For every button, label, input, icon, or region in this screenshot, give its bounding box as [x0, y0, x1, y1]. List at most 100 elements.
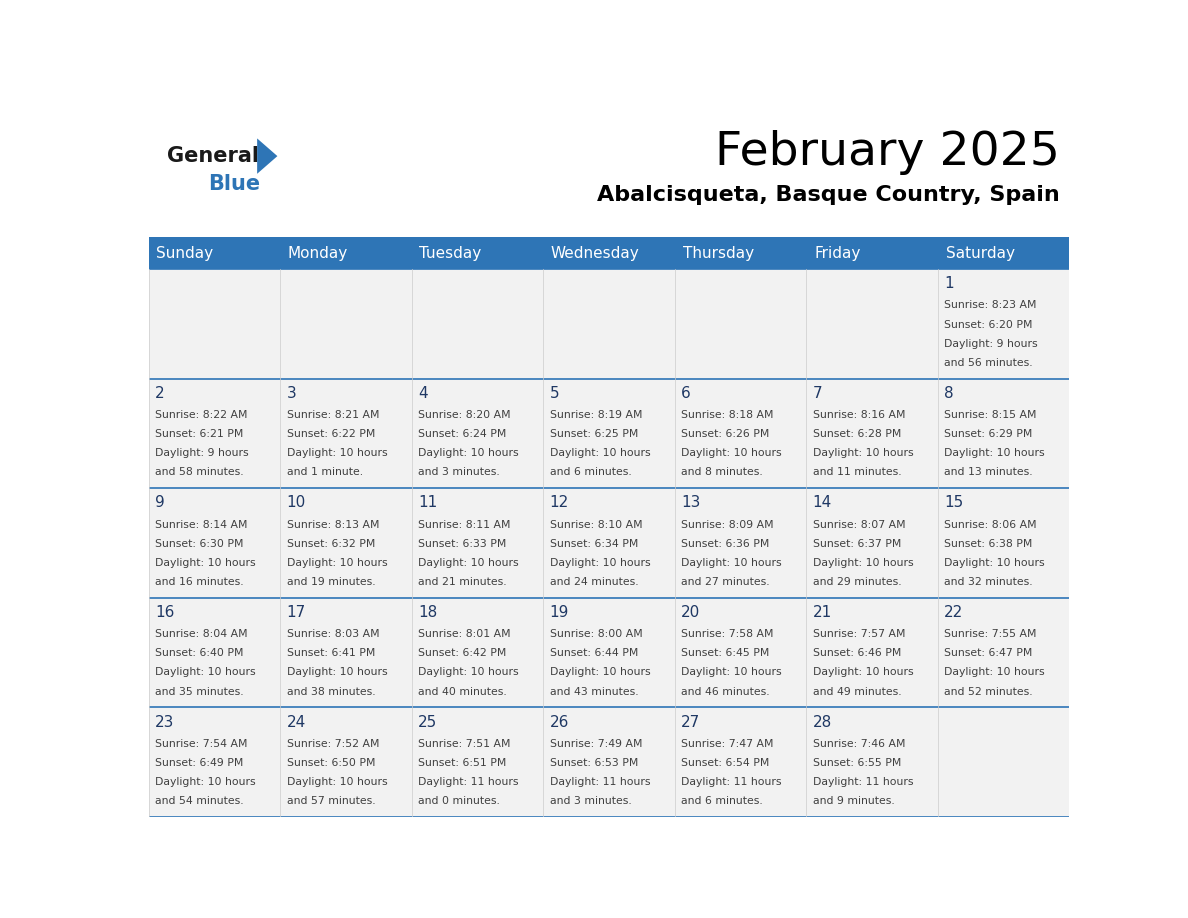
- Text: Sunset: 6:24 PM: Sunset: 6:24 PM: [418, 429, 506, 439]
- Text: and 35 minutes.: and 35 minutes.: [156, 687, 244, 697]
- Text: Daylight: 10 hours: Daylight: 10 hours: [418, 558, 519, 568]
- Text: Abalcisqueta, Basque Country, Spain: Abalcisqueta, Basque Country, Spain: [598, 185, 1060, 205]
- Text: Sunrise: 8:23 AM: Sunrise: 8:23 AM: [944, 300, 1037, 310]
- Text: Monday: Monday: [287, 246, 348, 261]
- Text: Daylight: 10 hours: Daylight: 10 hours: [681, 448, 782, 458]
- Text: Daylight: 10 hours: Daylight: 10 hours: [944, 558, 1045, 568]
- Text: Sunrise: 8:19 AM: Sunrise: 8:19 AM: [550, 410, 643, 420]
- FancyBboxPatch shape: [280, 488, 411, 598]
- FancyBboxPatch shape: [280, 269, 411, 379]
- Text: and 46 minutes.: and 46 minutes.: [681, 687, 770, 697]
- Text: Sunset: 6:44 PM: Sunset: 6:44 PM: [550, 648, 638, 658]
- Text: Daylight: 10 hours: Daylight: 10 hours: [944, 667, 1045, 677]
- Text: Sunrise: 8:13 AM: Sunrise: 8:13 AM: [286, 520, 379, 530]
- Text: Daylight: 11 hours: Daylight: 11 hours: [681, 777, 782, 787]
- Text: and 29 minutes.: and 29 minutes.: [813, 577, 902, 587]
- FancyBboxPatch shape: [148, 269, 280, 379]
- Text: Sunset: 6:53 PM: Sunset: 6:53 PM: [550, 757, 638, 767]
- Text: Sunrise: 8:06 AM: Sunrise: 8:06 AM: [944, 520, 1037, 530]
- Text: Daylight: 10 hours: Daylight: 10 hours: [156, 777, 255, 787]
- Text: 26: 26: [550, 714, 569, 730]
- Text: and 11 minutes.: and 11 minutes.: [813, 467, 902, 477]
- Text: Sunset: 6:32 PM: Sunset: 6:32 PM: [286, 539, 375, 549]
- Text: General: General: [166, 146, 259, 166]
- Text: Sunrise: 7:46 AM: Sunrise: 7:46 AM: [813, 739, 905, 749]
- Text: Sunset: 6:30 PM: Sunset: 6:30 PM: [156, 539, 244, 549]
- FancyBboxPatch shape: [675, 488, 807, 598]
- Text: Sunset: 6:36 PM: Sunset: 6:36 PM: [681, 539, 770, 549]
- Text: Sunset: 6:54 PM: Sunset: 6:54 PM: [681, 757, 770, 767]
- Text: Sunset: 6:47 PM: Sunset: 6:47 PM: [944, 648, 1032, 658]
- FancyBboxPatch shape: [543, 269, 675, 379]
- Text: 8: 8: [944, 386, 954, 401]
- Text: 6: 6: [681, 386, 691, 401]
- Text: and 32 minutes.: and 32 minutes.: [944, 577, 1032, 587]
- Text: Daylight: 10 hours: Daylight: 10 hours: [418, 667, 519, 677]
- Text: 21: 21: [813, 605, 832, 620]
- FancyBboxPatch shape: [937, 269, 1069, 379]
- Text: Sunrise: 8:11 AM: Sunrise: 8:11 AM: [418, 520, 511, 530]
- Text: 17: 17: [286, 605, 305, 620]
- Text: Daylight: 10 hours: Daylight: 10 hours: [550, 558, 650, 568]
- Text: Sunrise: 8:09 AM: Sunrise: 8:09 AM: [681, 520, 773, 530]
- Text: and 6 minutes.: and 6 minutes.: [681, 796, 763, 806]
- Text: Sunrise: 7:55 AM: Sunrise: 7:55 AM: [944, 629, 1037, 639]
- Text: and 13 minutes.: and 13 minutes.: [944, 467, 1032, 477]
- Text: 24: 24: [286, 714, 305, 730]
- FancyBboxPatch shape: [937, 488, 1069, 598]
- Text: 20: 20: [681, 605, 701, 620]
- Text: Friday: Friday: [814, 246, 860, 261]
- Text: and 56 minutes.: and 56 minutes.: [944, 358, 1032, 368]
- Text: 14: 14: [813, 496, 832, 510]
- FancyBboxPatch shape: [411, 379, 543, 488]
- Text: Sunset: 6:33 PM: Sunset: 6:33 PM: [418, 539, 506, 549]
- Text: Sunrise: 8:20 AM: Sunrise: 8:20 AM: [418, 410, 511, 420]
- Text: Wednesday: Wednesday: [551, 246, 639, 261]
- Text: Daylight: 10 hours: Daylight: 10 hours: [944, 448, 1045, 458]
- Text: Daylight: 9 hours: Daylight: 9 hours: [944, 339, 1038, 349]
- Text: 12: 12: [550, 496, 569, 510]
- FancyBboxPatch shape: [543, 238, 675, 269]
- Text: and 40 minutes.: and 40 minutes.: [418, 687, 507, 697]
- Text: Sunset: 6:38 PM: Sunset: 6:38 PM: [944, 539, 1032, 549]
- FancyBboxPatch shape: [675, 379, 807, 488]
- Text: Daylight: 10 hours: Daylight: 10 hours: [286, 448, 387, 458]
- Text: and 16 minutes.: and 16 minutes.: [156, 577, 244, 587]
- Text: Daylight: 10 hours: Daylight: 10 hours: [813, 558, 914, 568]
- Text: and 9 minutes.: and 9 minutes.: [813, 796, 895, 806]
- Text: Sunset: 6:49 PM: Sunset: 6:49 PM: [156, 757, 244, 767]
- Text: Tuesday: Tuesday: [419, 246, 481, 261]
- Text: Sunset: 6:29 PM: Sunset: 6:29 PM: [944, 429, 1032, 439]
- Text: 27: 27: [681, 714, 701, 730]
- FancyBboxPatch shape: [807, 379, 937, 488]
- Text: Sunrise: 8:15 AM: Sunrise: 8:15 AM: [944, 410, 1037, 420]
- Text: Sunrise: 8:04 AM: Sunrise: 8:04 AM: [156, 629, 248, 639]
- Text: 5: 5: [550, 386, 560, 401]
- Text: Sunset: 6:51 PM: Sunset: 6:51 PM: [418, 757, 506, 767]
- FancyBboxPatch shape: [543, 708, 675, 817]
- Text: and 24 minutes.: and 24 minutes.: [550, 577, 638, 587]
- Text: Thursday: Thursday: [682, 246, 753, 261]
- FancyBboxPatch shape: [411, 708, 543, 817]
- Text: Sunset: 6:20 PM: Sunset: 6:20 PM: [944, 319, 1032, 330]
- Text: Daylight: 10 hours: Daylight: 10 hours: [418, 448, 519, 458]
- Text: and 49 minutes.: and 49 minutes.: [813, 687, 902, 697]
- Text: Daylight: 11 hours: Daylight: 11 hours: [550, 777, 650, 787]
- Text: Sunrise: 8:14 AM: Sunrise: 8:14 AM: [156, 520, 247, 530]
- FancyBboxPatch shape: [543, 379, 675, 488]
- Text: 23: 23: [156, 714, 175, 730]
- Text: 16: 16: [156, 605, 175, 620]
- Text: 18: 18: [418, 605, 437, 620]
- Text: and 6 minutes.: and 6 minutes.: [550, 467, 631, 477]
- Text: Saturday: Saturday: [946, 246, 1015, 261]
- FancyBboxPatch shape: [807, 708, 937, 817]
- Text: Sunrise: 7:51 AM: Sunrise: 7:51 AM: [418, 739, 511, 749]
- FancyBboxPatch shape: [675, 269, 807, 379]
- FancyBboxPatch shape: [411, 269, 543, 379]
- Text: 1: 1: [944, 276, 954, 291]
- Text: and 57 minutes.: and 57 minutes.: [286, 796, 375, 806]
- FancyBboxPatch shape: [937, 708, 1069, 817]
- Text: Sunset: 6:42 PM: Sunset: 6:42 PM: [418, 648, 506, 658]
- Text: 7: 7: [813, 386, 822, 401]
- FancyBboxPatch shape: [148, 488, 280, 598]
